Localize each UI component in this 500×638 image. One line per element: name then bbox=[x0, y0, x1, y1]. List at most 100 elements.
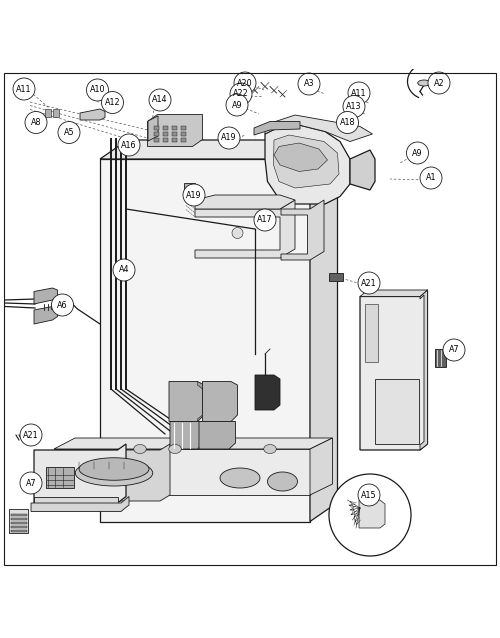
Text: A15: A15 bbox=[361, 491, 377, 500]
Bar bbox=[180, 132, 186, 135]
Text: A4: A4 bbox=[119, 265, 129, 274]
Polygon shape bbox=[365, 304, 378, 362]
Circle shape bbox=[149, 89, 171, 111]
Circle shape bbox=[358, 484, 380, 506]
Bar bbox=[10, 514, 26, 516]
Circle shape bbox=[406, 142, 428, 164]
Circle shape bbox=[358, 272, 380, 294]
Circle shape bbox=[348, 82, 370, 104]
Ellipse shape bbox=[418, 80, 430, 86]
Text: A9: A9 bbox=[232, 101, 242, 110]
Circle shape bbox=[113, 259, 135, 281]
Polygon shape bbox=[31, 496, 129, 512]
Polygon shape bbox=[310, 438, 332, 495]
Circle shape bbox=[118, 134, 140, 156]
Polygon shape bbox=[255, 375, 280, 410]
Text: A22: A22 bbox=[233, 89, 249, 98]
Ellipse shape bbox=[220, 468, 260, 488]
Bar bbox=[154, 126, 158, 130]
Bar bbox=[10, 517, 26, 519]
Circle shape bbox=[102, 91, 124, 114]
Circle shape bbox=[254, 209, 276, 231]
Ellipse shape bbox=[79, 457, 149, 480]
Text: A7: A7 bbox=[448, 346, 460, 355]
Text: A21: A21 bbox=[361, 279, 377, 288]
Bar bbox=[162, 126, 168, 130]
Polygon shape bbox=[34, 288, 58, 304]
Bar bbox=[45, 108, 51, 117]
Bar bbox=[162, 132, 168, 135]
Text: A3: A3 bbox=[304, 80, 314, 89]
Text: A18: A18 bbox=[340, 118, 355, 127]
Polygon shape bbox=[199, 422, 235, 449]
Text: A1: A1 bbox=[426, 174, 436, 182]
Text: A17: A17 bbox=[257, 216, 273, 225]
Ellipse shape bbox=[60, 440, 320, 513]
Polygon shape bbox=[170, 422, 204, 449]
Polygon shape bbox=[274, 135, 339, 188]
Circle shape bbox=[13, 78, 35, 100]
Polygon shape bbox=[34, 496, 117, 503]
Ellipse shape bbox=[268, 472, 298, 491]
Bar bbox=[180, 138, 186, 142]
Circle shape bbox=[226, 94, 248, 116]
Ellipse shape bbox=[169, 445, 181, 454]
Bar bbox=[10, 530, 26, 531]
Circle shape bbox=[336, 112, 358, 133]
Polygon shape bbox=[274, 143, 328, 172]
Circle shape bbox=[25, 112, 47, 133]
Polygon shape bbox=[148, 116, 158, 141]
Polygon shape bbox=[281, 200, 324, 260]
Polygon shape bbox=[148, 114, 203, 147]
Bar bbox=[180, 126, 186, 130]
Bar bbox=[435, 349, 446, 366]
Bar bbox=[184, 183, 195, 197]
Bar bbox=[162, 138, 168, 142]
Text: A20: A20 bbox=[237, 78, 253, 87]
Circle shape bbox=[329, 474, 411, 556]
Ellipse shape bbox=[75, 460, 153, 486]
Circle shape bbox=[298, 73, 320, 95]
Circle shape bbox=[234, 72, 256, 94]
Polygon shape bbox=[195, 200, 295, 258]
Circle shape bbox=[20, 472, 42, 494]
Text: A16: A16 bbox=[121, 140, 137, 149]
Text: A6: A6 bbox=[57, 300, 68, 309]
Polygon shape bbox=[202, 382, 237, 422]
Polygon shape bbox=[360, 290, 428, 297]
Text: A19: A19 bbox=[186, 191, 202, 200]
Polygon shape bbox=[350, 150, 375, 190]
Circle shape bbox=[428, 72, 450, 94]
Text: A5: A5 bbox=[64, 128, 74, 137]
Polygon shape bbox=[420, 290, 428, 450]
Polygon shape bbox=[100, 159, 310, 521]
Ellipse shape bbox=[264, 445, 276, 454]
Polygon shape bbox=[198, 382, 204, 422]
Text: A19: A19 bbox=[221, 133, 237, 142]
Polygon shape bbox=[359, 500, 385, 528]
Circle shape bbox=[20, 424, 42, 446]
Bar bbox=[172, 138, 176, 142]
Polygon shape bbox=[54, 438, 332, 449]
Polygon shape bbox=[100, 140, 338, 159]
Polygon shape bbox=[265, 124, 350, 204]
Circle shape bbox=[86, 79, 108, 101]
Bar bbox=[10, 521, 26, 524]
Polygon shape bbox=[54, 449, 310, 495]
Bar bbox=[9, 509, 28, 533]
Circle shape bbox=[343, 96, 365, 117]
Circle shape bbox=[218, 127, 240, 149]
Text: A11: A11 bbox=[351, 89, 367, 98]
Text: A13: A13 bbox=[346, 102, 362, 111]
Text: A2: A2 bbox=[434, 78, 444, 87]
Polygon shape bbox=[360, 290, 428, 450]
Polygon shape bbox=[195, 195, 295, 209]
Bar bbox=[154, 132, 158, 135]
Polygon shape bbox=[34, 444, 126, 503]
Bar bbox=[172, 126, 176, 130]
Polygon shape bbox=[59, 444, 170, 501]
Circle shape bbox=[58, 121, 80, 144]
Text: A14: A14 bbox=[152, 96, 168, 105]
Circle shape bbox=[183, 184, 205, 206]
Text: A11: A11 bbox=[16, 84, 32, 94]
